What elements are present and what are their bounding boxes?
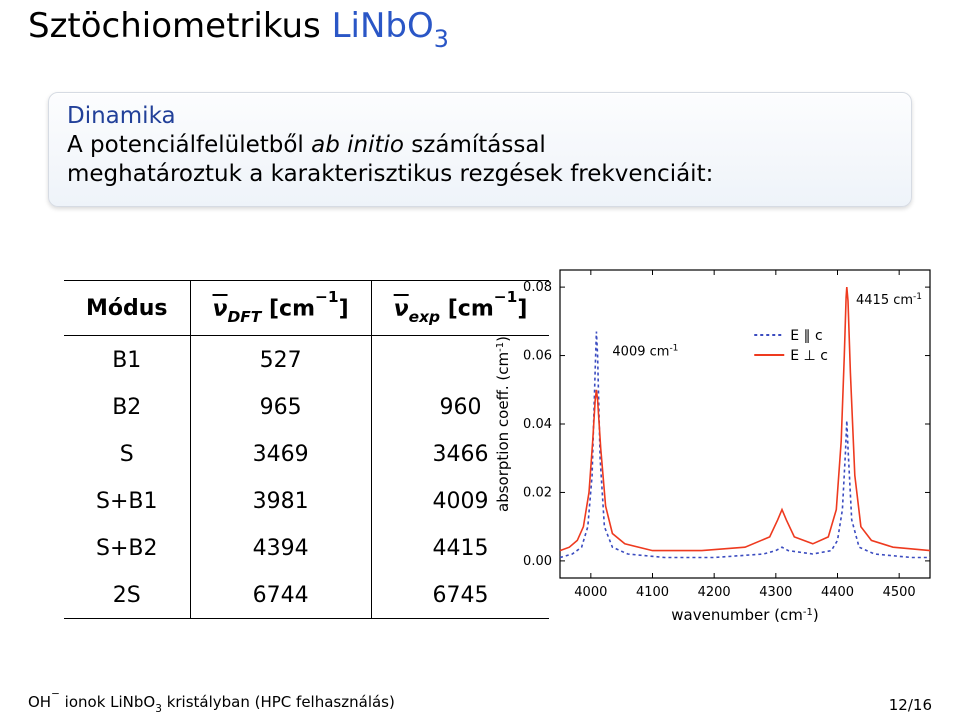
svg-text:E ∥ c: E ∥ c [790,328,822,344]
svg-text:4200: 4200 [698,585,731,600]
svg-text:4400: 4400 [821,585,854,600]
dynamics-box: Dinamika A potenciálfelületből ab initio… [48,92,912,207]
svg-text:4000: 4000 [574,585,607,600]
svg-text:4300: 4300 [759,585,792,600]
box-heading: Dinamika [67,103,893,129]
svg-text:4009 cm-1: 4009 cm-1 [612,344,678,360]
svg-text:0.02: 0.02 [523,485,552,500]
svg-text:0.00: 0.00 [523,554,552,569]
th-mode: Módus [64,281,190,336]
svg-text:0.08: 0.08 [523,280,552,295]
spectrum-chart: 4000 4100 4200 4300 4400 4500 0.00 0.02 0.04 0.06… [490,256,942,632]
svg-text:E ⊥ c: E ⊥ c [790,348,828,364]
table-row: 2S67446745 [64,571,549,619]
spectrum-svg: 4000 4100 4200 4300 4400 4500 0.00 0.02 0.04 0.06… [490,256,942,632]
table-row: S34693466 [64,430,549,477]
frequency-table: Módus νDFT [cm−1] νexp [cm−1] B1527 B296… [64,280,549,619]
slide: Sztöchiometrikus LiNbO3 Dinamika A poten… [0,0,960,720]
title-compound: LiNbO3 [332,6,449,46]
title-prefix: Sztöchiometrikus [28,6,332,46]
svg-text:4500: 4500 [883,585,916,600]
svg-text:0.06: 0.06 [523,349,552,364]
table-row: S+B139814009 [64,477,549,524]
table-row: S+B243944415 [64,524,549,571]
th-dft: νDFT [cm−1] [190,281,371,336]
slide-title: Sztöchiometrikus LiNbO3 [28,6,449,51]
page-number: 12/16 [889,696,932,714]
table-header-row: Módus νDFT [cm−1] νexp [cm−1] [64,281,549,336]
table-row: B2965960 [64,383,549,430]
svg-text:wavenumber (cm-1): wavenumber (cm-1) [671,606,818,624]
svg-text:4100: 4100 [636,585,669,600]
svg-text:4415 cm-1: 4415 cm-1 [856,292,922,308]
table-row: B1527 [64,335,549,383]
box-body: A potenciálfelületből ab initio számítás… [67,131,893,190]
footer-text: OH− ionok LiNbO3 kristályban (HPC felhas… [28,692,395,714]
svg-text:absorption coeff. (cm-1): absorption coeff. (cm-1) [494,336,512,512]
svg-text:0.04: 0.04 [523,417,552,432]
frequency-table-inner: Módus νDFT [cm−1] νexp [cm−1] B1527 B296… [64,280,549,619]
